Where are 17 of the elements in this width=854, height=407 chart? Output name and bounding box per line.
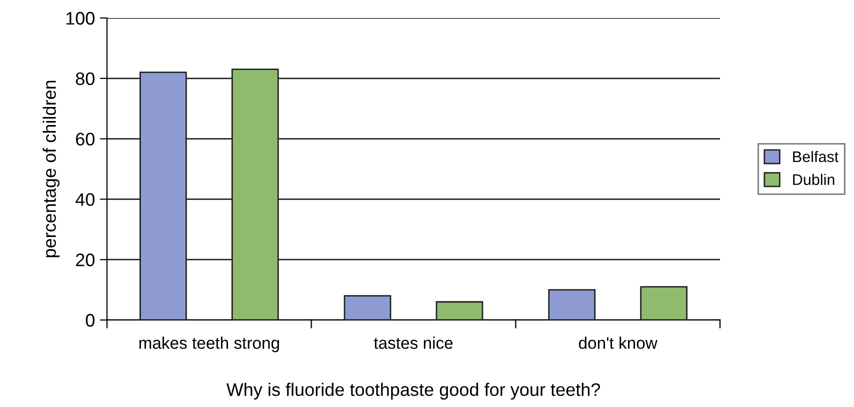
y-axis-title: percentage of children (42, 80, 60, 258)
y-tick-label: 40 (76, 193, 94, 206)
bar (344, 295, 392, 320)
y-tick-label: 0 (86, 314, 94, 327)
bar (640, 286, 688, 320)
bar (436, 301, 484, 320)
y-tick-label: 100 (66, 12, 94, 25)
legend-label: Dublin (793, 174, 834, 186)
x-axis-title: Why is fluoride toothpaste good for your teeth? (226, 382, 600, 400)
x-tick-label: tastes nice (374, 336, 453, 349)
legend-label: Belfast (793, 150, 838, 162)
x-tick-label: don't know (578, 336, 658, 349)
y-tick-label: 60 (76, 132, 94, 146)
x-tick-label: makes teeth strong (139, 336, 279, 352)
y-tick-label: 20 (76, 254, 94, 266)
bar (548, 289, 596, 320)
y-tick-label: 80 (76, 72, 94, 86)
